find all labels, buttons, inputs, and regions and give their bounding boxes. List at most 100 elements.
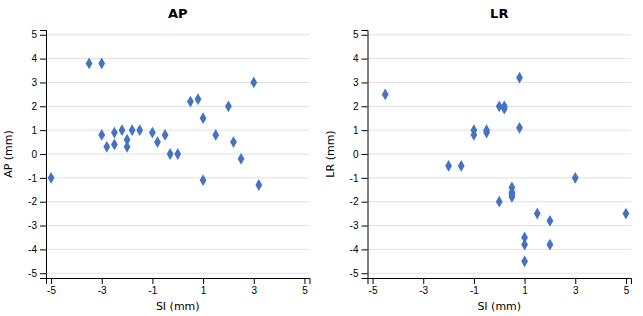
- y-tick: -5: [350, 268, 368, 279]
- grid-line: [46, 225, 310, 226]
- y-tick-label: -3: [350, 220, 359, 231]
- title: AP: [168, 6, 188, 21]
- y-tick: 1: [353, 125, 368, 136]
- point: [98, 129, 105, 141]
- grid-line: [46, 177, 310, 178]
- y-tick-mark: [362, 154, 368, 155]
- point: [521, 239, 528, 251]
- point: [200, 174, 207, 186]
- point: [250, 77, 257, 89]
- x-tick: 3: [251, 278, 257, 296]
- y-tick-mark: [40, 249, 46, 250]
- y-tick-mark: [40, 106, 46, 107]
- y-tick-mark: [40, 273, 46, 274]
- point: [572, 172, 579, 184]
- y-tick: 4: [31, 53, 46, 64]
- y-tick-label: -1: [350, 173, 359, 184]
- grid-line: [368, 225, 632, 226]
- point: [516, 122, 523, 134]
- grid-line: [368, 177, 632, 178]
- y-tick-label: -5: [350, 268, 359, 279]
- y-axis-line: [362, 31, 369, 279]
- point: [255, 179, 262, 191]
- y-tick-mark: [40, 35, 46, 36]
- y-tick-label: 3: [353, 77, 359, 88]
- y-tick-mark: [362, 202, 368, 203]
- point: [103, 141, 110, 153]
- y-tick-mark: [362, 273, 368, 274]
- y-tick-label: 5: [31, 29, 37, 40]
- point: [225, 100, 232, 112]
- point: [521, 255, 528, 267]
- y-tick: 5: [353, 29, 368, 40]
- x-tick-label: -3: [98, 285, 107, 296]
- point: [509, 191, 516, 203]
- point: [547, 239, 554, 251]
- y-tick-mark: [40, 178, 46, 179]
- x-tick: 5: [624, 278, 630, 296]
- point: [119, 124, 126, 136]
- y-tick: 0: [353, 149, 368, 160]
- y-tick: -2: [28, 196, 46, 207]
- x-tick-mark: [525, 278, 526, 284]
- x-tick: -3: [98, 278, 107, 296]
- x-tick: -5: [369, 278, 378, 296]
- point: [174, 148, 181, 160]
- x-tick-label: 5: [624, 285, 630, 296]
- x-tick-mark: [423, 278, 424, 284]
- y-axis: -5-4-3-2-1012345: [350, 29, 368, 278]
- point: [471, 124, 478, 136]
- y-tick: -1: [350, 173, 368, 184]
- y-tick-mark: [40, 154, 46, 155]
- y-tick-label: -4: [28, 244, 37, 255]
- point: [445, 160, 452, 172]
- x-tick-mark: [304, 278, 305, 284]
- y-axis: -5-4-3-2-1012345: [28, 29, 46, 278]
- y-tick-label: 0: [31, 149, 37, 160]
- x-tick-mark: [575, 278, 576, 284]
- y-axis-title: LR (mm): [324, 130, 337, 177]
- x-axis-title: SI (mm): [477, 300, 521, 313]
- y-tick-label: 2: [31, 101, 37, 112]
- y-axis-line: [40, 31, 47, 279]
- x-tick-label: -1: [470, 285, 479, 296]
- point: [501, 100, 508, 112]
- x-tick: -1: [148, 278, 157, 296]
- point: [230, 136, 237, 148]
- x-tick-label: 1: [522, 285, 528, 296]
- point: [86, 57, 93, 69]
- y-tick: 0: [31, 149, 46, 160]
- point: [136, 124, 143, 136]
- point: [200, 112, 207, 124]
- y-axis-title: AP (mm): [2, 130, 15, 178]
- x-tick-label: 3: [251, 285, 257, 296]
- point: [623, 208, 630, 220]
- y-tick-mark: [40, 226, 46, 227]
- y-tick: 4: [353, 53, 368, 64]
- grid-line: [368, 58, 632, 59]
- y-tick-mark: [362, 130, 368, 131]
- point: [124, 141, 131, 153]
- y-tick-mark: [40, 82, 46, 83]
- point: [534, 208, 541, 220]
- panel: -5-3-1135-5-4-3-2-1012345LRSI (mm)LR (mm…: [324, 6, 632, 313]
- x-tick-mark: [474, 278, 475, 284]
- point: [547, 215, 554, 227]
- x-tick-mark: [203, 278, 204, 284]
- y-tick-label: 3: [31, 77, 37, 88]
- grid-line: [46, 249, 310, 250]
- x-tick-mark: [102, 278, 103, 284]
- y-tick: -3: [28, 220, 46, 231]
- y-tick-label: 1: [31, 125, 37, 136]
- x-tick-mark: [626, 278, 627, 284]
- y-tick-label: 2: [353, 101, 359, 112]
- x-tick-mark: [373, 278, 374, 284]
- y-tick: 5: [31, 29, 46, 40]
- y-tick: -4: [28, 244, 46, 255]
- y-tick-mark: [362, 59, 368, 60]
- y-tick-mark: [362, 226, 368, 227]
- point: [483, 124, 490, 136]
- y-tick-label: -2: [28, 196, 37, 207]
- grid-line: [46, 130, 310, 131]
- y-tick-label: 4: [31, 53, 37, 64]
